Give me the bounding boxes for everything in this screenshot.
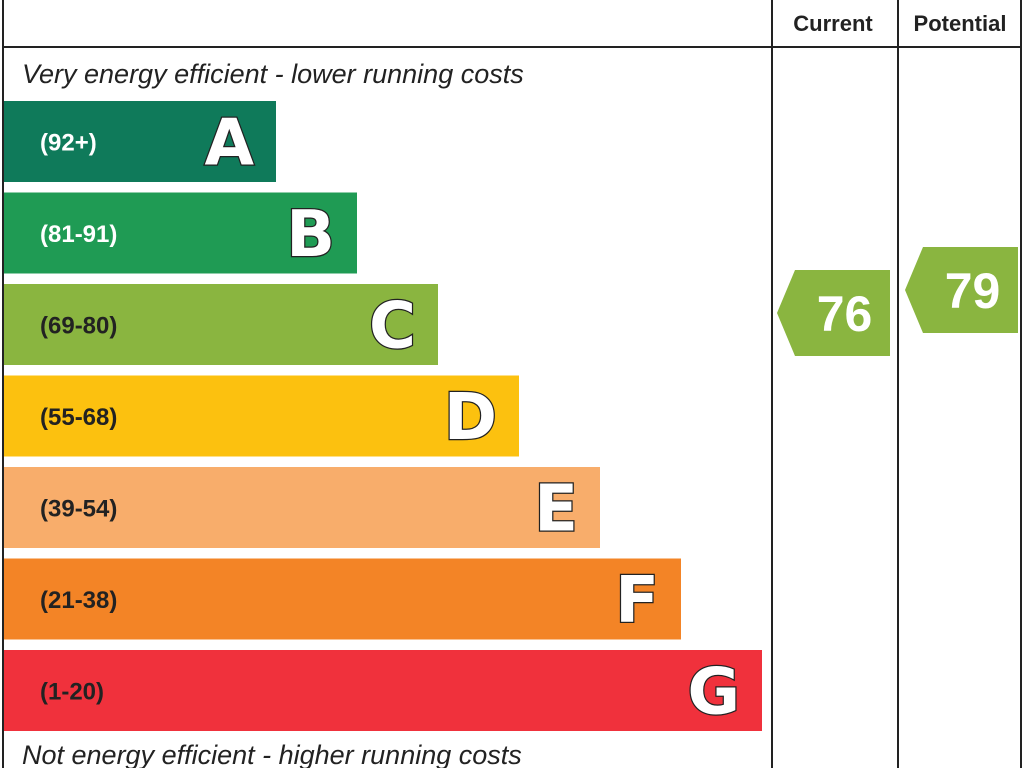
potential-rating-value: 79	[945, 263, 1001, 319]
band-d: (55-68) D	[4, 375, 519, 457]
band-g: (1-20) G	[4, 650, 762, 731]
rating-markers: 76 79	[777, 247, 1018, 356]
bottom-note: Not energy efficient - higher running co…	[22, 740, 522, 768]
band-f: (21-38) F	[4, 558, 681, 640]
current-rating: 76	[777, 270, 890, 356]
band-bar	[4, 375, 519, 457]
rating-bands: (92+) A (81-91) B (69-80) C (55-68) D (39-54) E (2…	[4, 101, 762, 731]
band-bar	[4, 101, 276, 182]
band-e: (39-54) E	[4, 467, 600, 548]
top-note: Very energy efficient - lower running co…	[22, 59, 524, 89]
header-current: Current	[793, 11, 873, 36]
band-range-label: (1-20)	[40, 679, 104, 706]
band-bar	[4, 284, 438, 365]
potential-rating: 79	[905, 247, 1018, 333]
band-bar	[4, 192, 357, 274]
band-range-label: (81-91)	[40, 221, 117, 248]
potential-rating-arrow	[905, 247, 1018, 333]
band-b: (81-91) B	[4, 192, 357, 274]
band-range-label: (69-80)	[40, 313, 117, 340]
band-bar	[4, 650, 762, 731]
band-bar	[4, 558, 681, 640]
band-letter: B	[286, 198, 335, 272]
band-letter: D	[444, 381, 497, 455]
band-c: (69-80) C	[4, 284, 438, 365]
header-potential: Potential	[914, 11, 1007, 36]
band-a: (92+) A	[4, 101, 276, 182]
band-range-label: (21-38)	[40, 587, 117, 614]
band-letter: F	[615, 564, 659, 638]
band-range-label: (39-54)	[40, 496, 117, 523]
band-letter: A	[204, 107, 254, 181]
band-bar	[4, 467, 600, 548]
band-range-label: (55-68)	[40, 404, 117, 431]
band-range-label: (92+)	[40, 130, 97, 157]
band-letter: E	[534, 473, 578, 547]
band-letter: C	[369, 290, 416, 364]
current-rating-arrow	[777, 270, 890, 356]
current-rating-value: 76	[817, 286, 873, 342]
band-letter: G	[687, 656, 740, 730]
